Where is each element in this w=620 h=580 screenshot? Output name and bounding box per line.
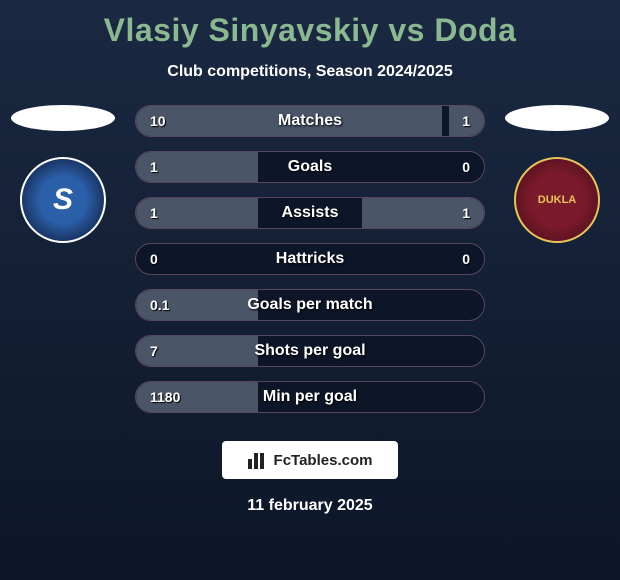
stat-value-left: 10: [150, 113, 166, 129]
stat-bar: 7 Shots per goal: [135, 335, 485, 367]
stat-value-left: 1180: [150, 389, 180, 405]
stat-label: Hattricks: [276, 250, 344, 268]
subtitle: Club competitions, Season 2024/2025: [0, 63, 620, 81]
stat-value-left: 0: [150, 251, 158, 267]
brand-text: FcTables.com: [274, 452, 373, 469]
comparison-container: 10Matches11Goals01Assists10Hattricks00.1…: [0, 105, 620, 427]
stat-value-right: 1: [462, 205, 470, 221]
stat-label: Min per goal: [263, 388, 357, 406]
stat-value-left: 1: [150, 159, 158, 175]
stat-bar: 1 Assists 1: [135, 197, 485, 229]
brand-box: FcTables.com: [222, 441, 398, 479]
stat-label: Assists: [282, 204, 339, 222]
stat-bar: 1 Goals 0: [135, 151, 485, 183]
stat-label: Shots per goal: [254, 342, 365, 360]
stat-value-right: 0: [462, 159, 470, 175]
chart-icon: [248, 451, 268, 469]
stat-bar: 1180 Min per goal: [135, 381, 485, 413]
player-left-column: [9, 105, 117, 243]
stat-bar: 0 Hattricks 0: [135, 243, 485, 275]
stat-value-left: 1: [150, 205, 158, 221]
stat-label: Matches: [278, 112, 342, 130]
player-right-column: [503, 105, 611, 243]
stat-value-left: 7: [150, 343, 158, 359]
stat-bar: 10 Matches 1: [135, 105, 485, 137]
player-right-photo-placeholder: [505, 105, 609, 131]
page-title: Vlasiy Sinyavskiy vs Doda: [0, 0, 620, 49]
stats-column: 10Matches11Goals01Assists10Hattricks00.1…: [135, 105, 485, 427]
date-label: 11 february 2025: [0, 497, 620, 515]
club-badge-slovacko: [20, 157, 106, 243]
player-left-photo-placeholder: [11, 105, 115, 131]
stat-label: Goals per match: [247, 296, 372, 314]
stat-value-left: 0.1: [150, 297, 169, 313]
stat-bar: 0.1 Goals per match: [135, 289, 485, 321]
stat-value-right: 1: [462, 113, 470, 129]
stat-value-right: 0: [462, 251, 470, 267]
stat-label: Goals: [288, 158, 332, 176]
club-badge-dukla: [514, 157, 600, 243]
